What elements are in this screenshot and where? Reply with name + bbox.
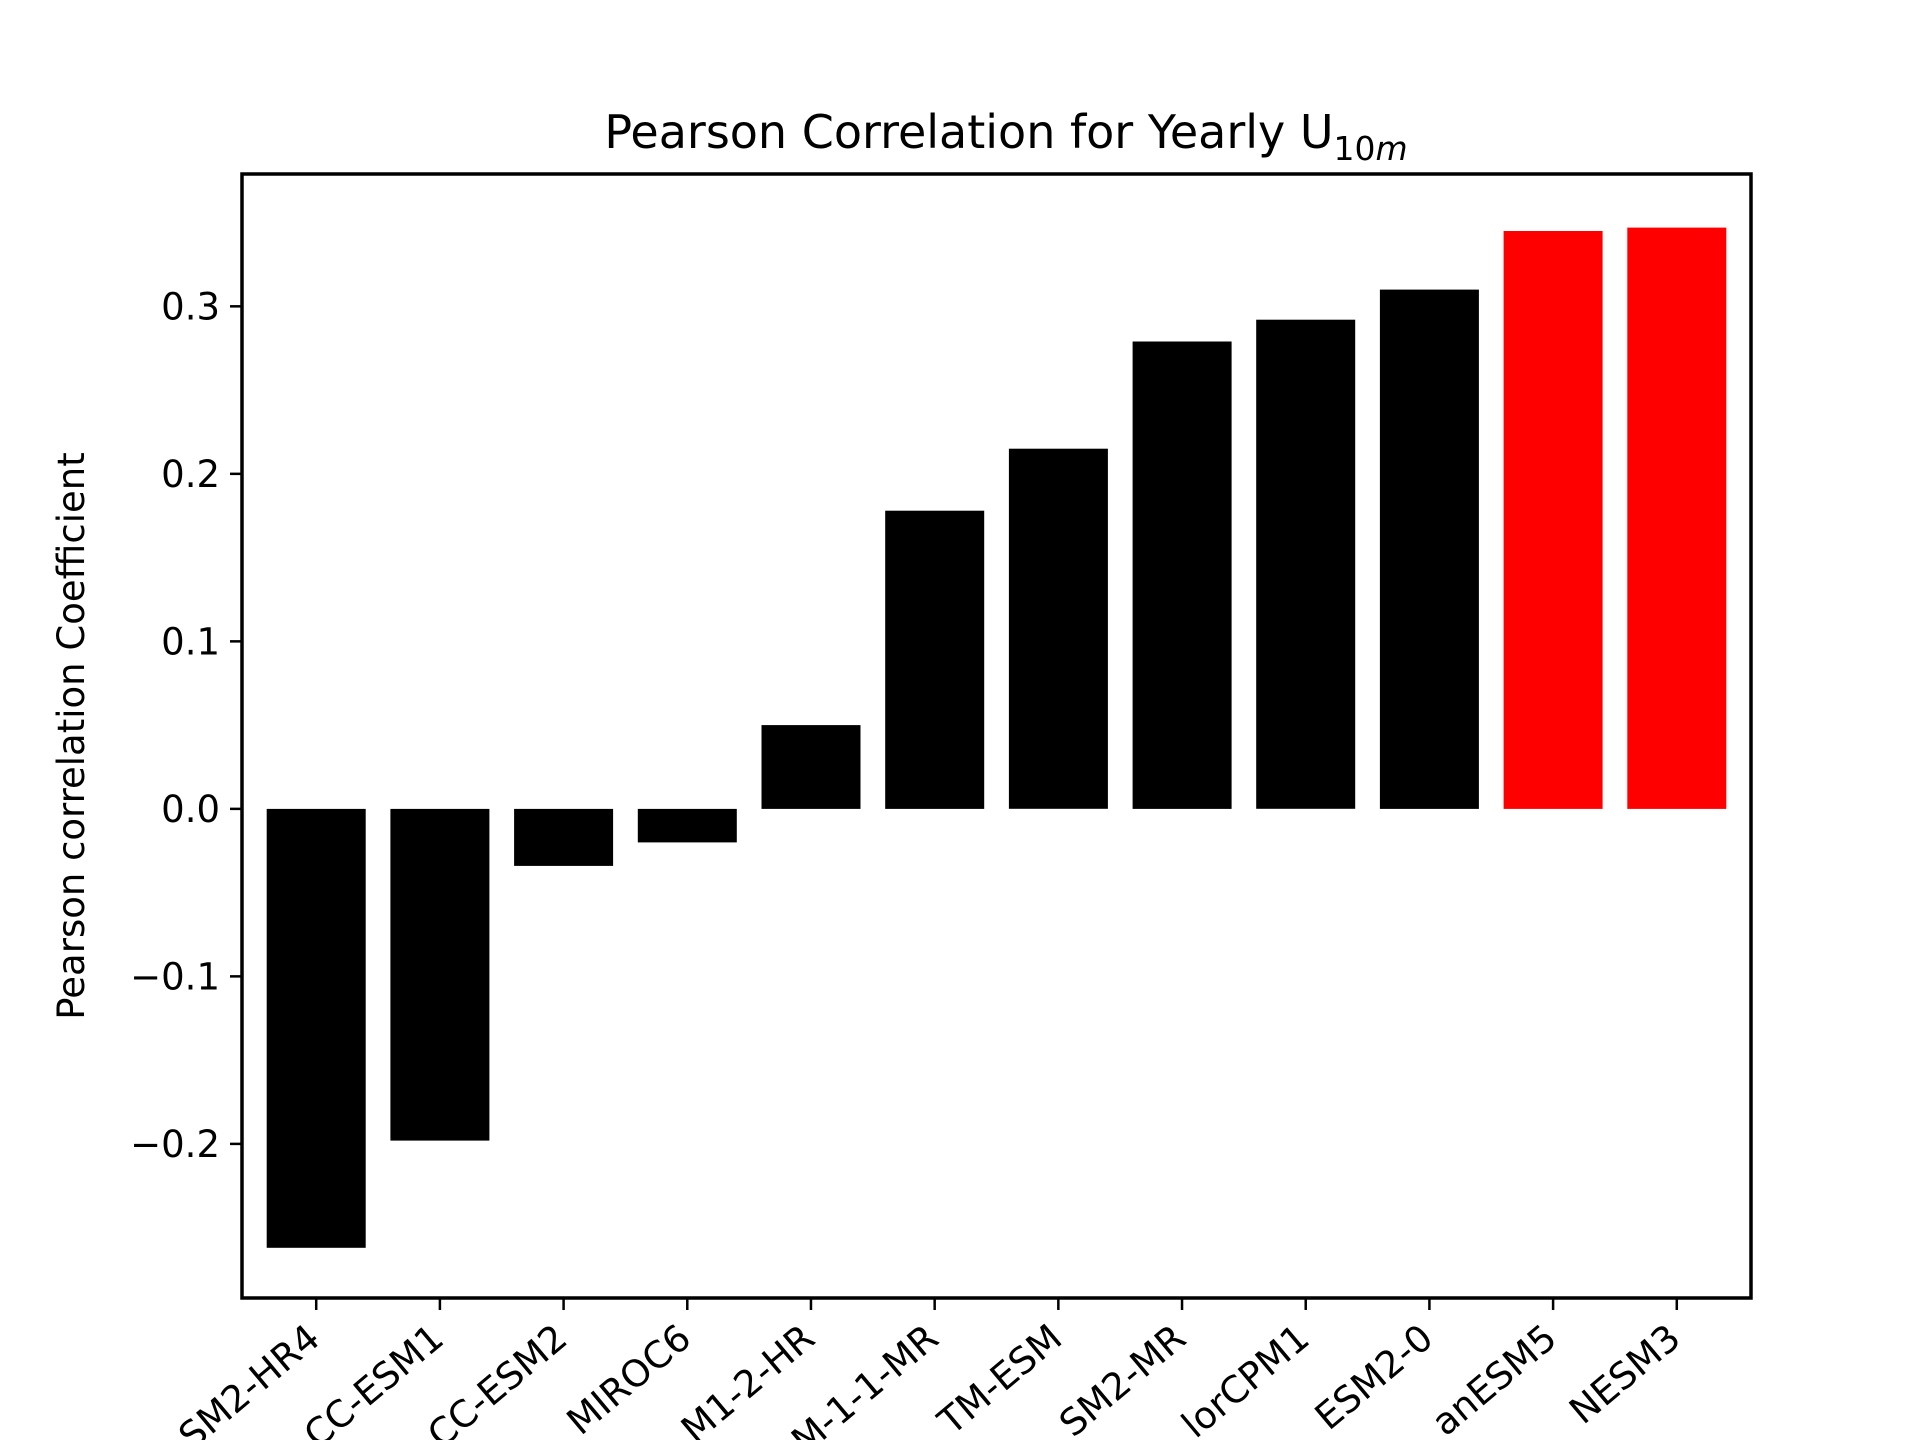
y-tick-label: −0.2 xyxy=(130,1123,220,1166)
bar-esm2-0 xyxy=(1379,289,1479,809)
y-axis-ticks: −0.2 −0.1 0.0 0.1 0.2 0.3 xyxy=(130,285,242,1166)
chart-title: Pearson Correlation for Yearly U10m xyxy=(604,105,1407,168)
x-tick-label: CC-ESM2 xyxy=(420,1316,576,1440)
bar-m-1-1-mr xyxy=(885,510,985,809)
x-tick-label: SM2-MR xyxy=(1051,1316,1193,1440)
x-tick-label: ESM2-0 xyxy=(1307,1316,1441,1438)
x-axis-ticks: SM2-HR4CC-ESM1CC-ESM2MIROC6M1-2-HRM-1-1-… xyxy=(171,1298,1689,1440)
x-tick-label: lorCPM1 xyxy=(1174,1316,1318,1440)
bar-tm-esm xyxy=(1008,448,1108,809)
x-tick-label: anESM5 xyxy=(1424,1316,1565,1440)
x-tick-label: TM-ESM xyxy=(929,1316,1070,1440)
y-tick-label: 0.0 xyxy=(161,788,220,831)
y-axis-label: Pearson correlation Coefficient xyxy=(50,452,93,1019)
plot-frame xyxy=(240,172,1753,1300)
bar-m1-2-hr xyxy=(761,725,861,809)
y-tick-label: 0.3 xyxy=(161,285,220,328)
y-tick-label: 0.2 xyxy=(161,453,220,496)
bar-anesm5 xyxy=(1503,231,1603,809)
bar-cc-esm2 xyxy=(514,808,614,866)
bar-lorcpm1 xyxy=(1256,319,1356,809)
bar-cc-esm1 xyxy=(390,808,490,1141)
bar-miroc6 xyxy=(637,808,737,843)
bar-sm2-hr4 xyxy=(266,808,366,1248)
bar-nesm3 xyxy=(1627,227,1727,809)
y-tick-label: −0.1 xyxy=(130,955,220,998)
x-tick-label: NESM3 xyxy=(1561,1316,1688,1433)
bar-sm2-mr xyxy=(1132,341,1232,809)
bars-group xyxy=(266,227,1727,1248)
y-tick-label: 0.1 xyxy=(161,620,220,663)
